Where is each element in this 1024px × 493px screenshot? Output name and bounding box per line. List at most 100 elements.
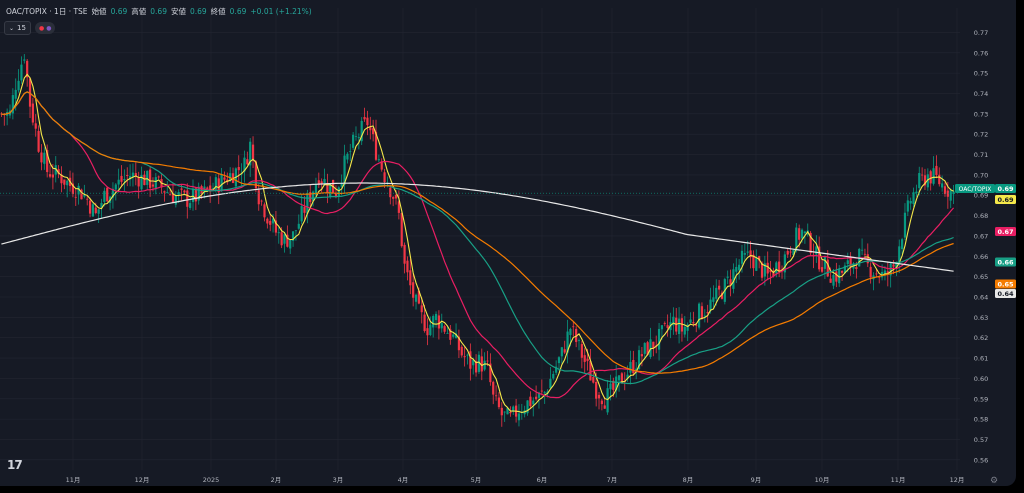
candle-body	[280, 232, 283, 246]
chart-panel[interactable]: 0.77 0.76 0.75 0.74 0.73 0.72 0.71 0.70 0.69 0.68…	[0, 0, 1016, 486]
candle-body	[466, 354, 469, 356]
tradingview-logo-icon[interactable]: 17	[7, 458, 23, 472]
candle-body	[921, 174, 924, 176]
candle-body	[772, 270, 775, 277]
moving-average-line	[1, 91, 954, 385]
candle-body	[809, 232, 812, 254]
candle-body	[432, 316, 435, 328]
candle-body	[363, 117, 366, 120]
candle-body	[783, 254, 786, 273]
x-tick-label: 2月	[271, 476, 282, 484]
candle-body	[48, 174, 52, 177]
candle-body	[603, 405, 606, 409]
candle-body	[274, 220, 278, 233]
indicator-collapse-button[interactable]: ⌄ 15	[4, 21, 31, 35]
candle-body	[718, 285, 721, 290]
x-tick-label: 11月	[66, 476, 81, 484]
candle-body	[597, 394, 601, 399]
candle-body	[663, 323, 666, 324]
open-value: 0.69	[110, 7, 128, 16]
candle-body	[569, 328, 572, 336]
candle-body	[643, 343, 646, 354]
candle-body	[517, 413, 521, 421]
candle-body	[758, 256, 761, 261]
candle-body	[463, 356, 466, 358]
candle-body	[512, 406, 515, 412]
candle-body	[71, 183, 75, 195]
candle-body	[532, 400, 535, 405]
close-label: 終値	[210, 7, 226, 16]
candle-body	[932, 168, 935, 184]
candle-body	[209, 185, 212, 192]
candle-body	[832, 275, 835, 286]
candle-body	[869, 266, 872, 278]
candle-body	[652, 341, 655, 348]
candle-body	[303, 207, 306, 213]
candle-body	[429, 324, 432, 335]
candle-body	[500, 407, 503, 416]
candle-body	[146, 170, 149, 185]
candle-body	[526, 400, 529, 414]
indicator-status-pills[interactable]: ● ●	[34, 22, 56, 34]
change-value: +0.01 (+1.21%)	[250, 7, 312, 16]
candle-body	[246, 159, 249, 165]
candle-body	[494, 395, 498, 397]
price-tag-value: 0.69	[997, 196, 1014, 204]
candle-body	[489, 363, 492, 383]
candle-body	[735, 266, 738, 272]
candle-body	[37, 130, 40, 152]
candle-body	[577, 340, 581, 342]
candle-body	[692, 322, 695, 324]
price-chart[interactable]: 0.77 0.76 0.75 0.74 0.73 0.72 0.71 0.70 0.69 0.68…	[0, 0, 1016, 486]
candle-body	[266, 218, 269, 224]
candle-body	[54, 165, 57, 175]
candle-body	[946, 190, 949, 197]
moving-average-line	[1, 91, 954, 374]
candle-body	[766, 262, 769, 274]
candle-body	[409, 270, 412, 286]
candle-body	[372, 128, 375, 135]
x-tick-label: 8月	[683, 476, 694, 484]
candle-body	[677, 318, 681, 335]
indicator-bar: ⌄ 15 ● ●	[4, 21, 56, 35]
candle-body	[486, 360, 489, 362]
y-tick-label: 0.74	[974, 90, 988, 98]
candle-body	[497, 397, 501, 408]
candle-body	[617, 375, 621, 381]
candle-body	[826, 259, 829, 277]
candle-body	[720, 292, 724, 299]
candle-body	[712, 297, 715, 302]
candle-body	[483, 360, 486, 370]
candle-body	[157, 176, 160, 178]
symbol-title[interactable]: OAC/TOPIX · 1日 · TSE	[6, 7, 88, 16]
candle-body	[800, 229, 804, 239]
candle-body	[906, 200, 909, 212]
x-tick-label: 11月	[891, 476, 906, 484]
candle-body	[846, 260, 849, 265]
candle-body	[237, 166, 240, 171]
settings-gear-icon[interactable]: ⚙	[990, 476, 999, 486]
open-label: 始値	[91, 7, 107, 16]
candle-body	[114, 184, 117, 190]
y-tick-label: 0.60	[974, 375, 988, 383]
candle-body	[374, 131, 378, 160]
moving-average-line	[1, 182, 954, 272]
moving-average-line	[1, 91, 955, 399]
candle-body	[20, 64, 23, 81]
candle-body	[354, 136, 358, 137]
candle-body	[646, 342, 649, 355]
candle-body	[83, 195, 86, 197]
candle-body	[254, 161, 258, 189]
candle-body	[377, 159, 380, 161]
candle-body	[537, 392, 541, 398]
candle-body	[149, 169, 152, 188]
y-tick-label: 0.61	[974, 355, 988, 363]
candle-body	[194, 188, 197, 202]
y-tick-label: 0.66	[974, 253, 988, 261]
candle-body	[529, 396, 532, 407]
x-tick-label: 3月	[333, 476, 344, 484]
candle-body	[600, 400, 603, 405]
candle-body	[460, 346, 463, 356]
candle-body	[77, 185, 80, 195]
candle-body	[763, 263, 766, 277]
